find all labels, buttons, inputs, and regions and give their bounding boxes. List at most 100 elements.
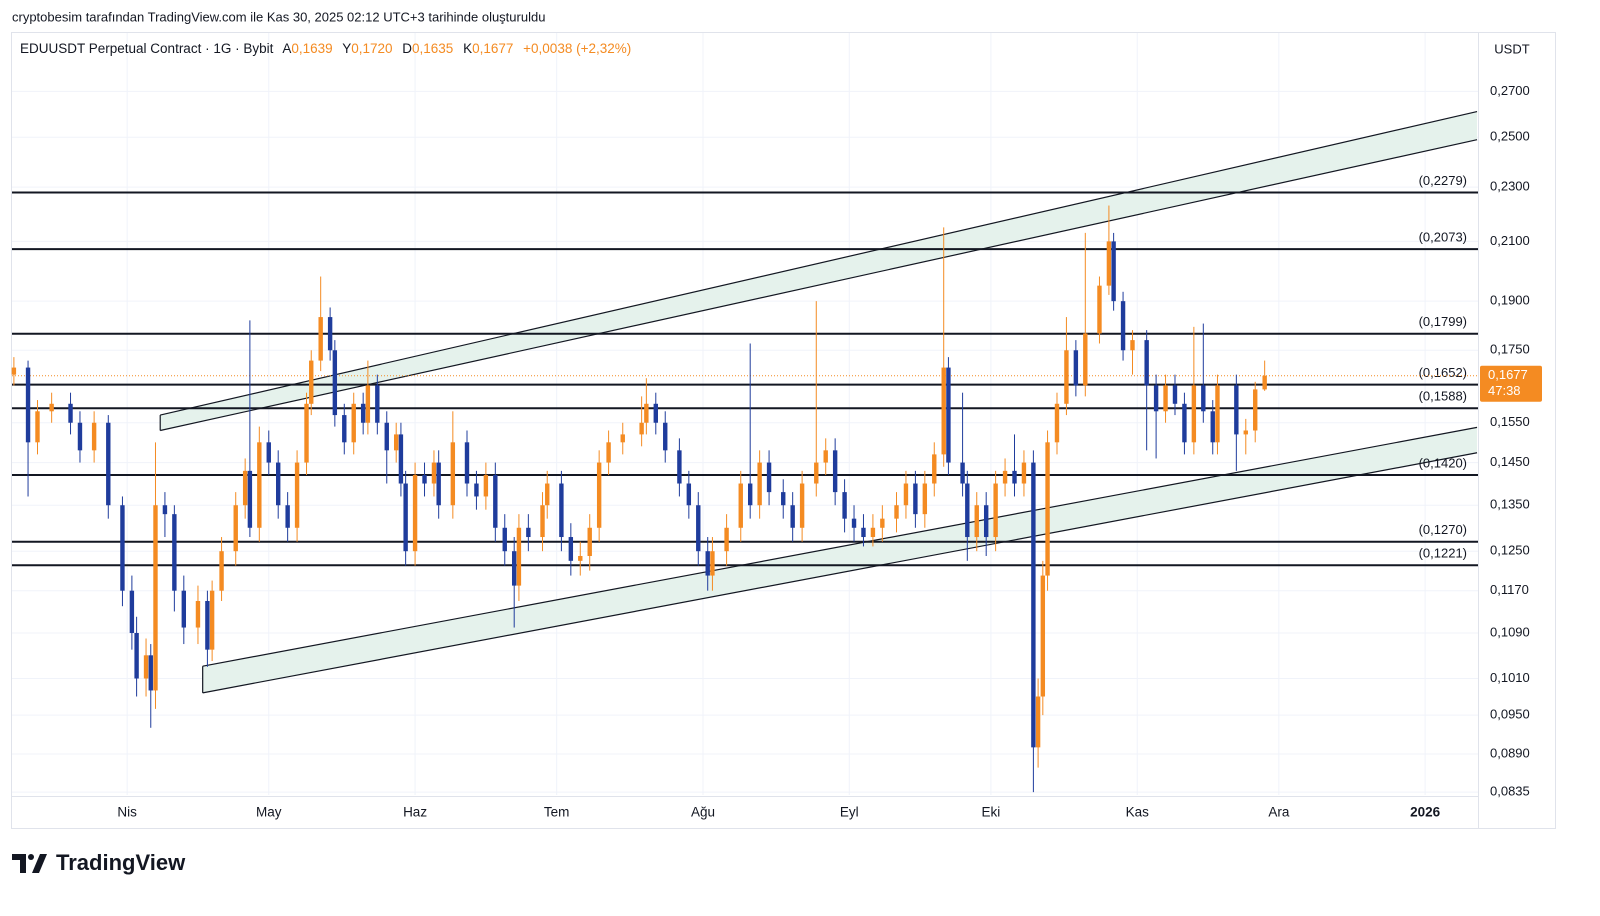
candle-body: [143, 655, 149, 679]
candle-body: [1012, 470, 1017, 484]
candle-body: [483, 475, 489, 497]
ohlc-value: 0,1639: [291, 41, 332, 56]
candle-body: [1243, 430, 1248, 435]
candle-body: [1201, 385, 1206, 412]
brand-logo: TradingView: [12, 850, 186, 875]
x-tick-label: May: [256, 805, 282, 820]
y-tick-label: 0,0950: [1490, 707, 1530, 722]
x-tick-label: Nis: [117, 805, 137, 820]
candle-body: [516, 527, 522, 586]
y-tick-label: 0,1450: [1490, 454, 1530, 469]
change: +0,0038 (+2,32%): [523, 41, 631, 56]
candle-body: [946, 367, 951, 463]
candle-body: [724, 527, 729, 552]
y-tick-label: 0,1250: [1490, 543, 1530, 558]
candle-body: [1106, 241, 1112, 286]
x-tick-label: Kas: [1126, 805, 1150, 820]
channel-line: [160, 139, 1478, 432]
candle-body: [153, 505, 158, 691]
candle-body: [285, 505, 290, 528]
candle-body: [134, 632, 139, 679]
candle-body: [1045, 442, 1050, 576]
y-tick-label: 0,2500: [1490, 129, 1530, 144]
candle-body: [351, 403, 356, 443]
candle-body: [120, 505, 125, 591]
ohlc-value: 0,1677: [472, 41, 513, 56]
candle-body: [172, 514, 177, 591]
candle-body: [309, 360, 314, 404]
axes: 0,2700 0,2500 0,2300 0,2100 0,1900 0,1750 0,15…: [117, 83, 1542, 820]
x-tick-label: Ağu: [691, 805, 715, 820]
candle-body: [247, 470, 253, 528]
candle-body: [403, 483, 408, 552]
channel-fill: [202, 427, 1478, 693]
candle-body: [663, 422, 668, 451]
candle-body: [294, 462, 300, 528]
candle-body: [814, 462, 819, 484]
candle-body: [1054, 403, 1060, 443]
level-label: (0,1588): [1419, 389, 1467, 404]
candle-body: [25, 367, 31, 443]
candle-body: [710, 551, 715, 576]
y-tick-label: 0,2700: [1490, 83, 1530, 98]
y-tick-label: 0,1350: [1490, 497, 1530, 512]
candle-body: [436, 462, 441, 506]
x-tick-label: Eyl: [840, 805, 859, 820]
candle-body: [1163, 385, 1168, 412]
x-tick-label: Haz: [403, 805, 427, 820]
candle-body: [696, 505, 701, 552]
ohlc-key: D: [402, 41, 412, 56]
candle-body: [526, 527, 531, 538]
candle-body: [1031, 462, 1036, 748]
candle-body: [1172, 385, 1178, 404]
logo-mark: [12, 854, 47, 873]
y-tick-label: 0,2300: [1490, 179, 1530, 194]
y-tick-label: 0,1010: [1490, 670, 1530, 685]
candle-body: [49, 403, 54, 412]
candle-body: [1253, 389, 1258, 431]
x-tick-label: 2026: [1410, 805, 1441, 820]
candle-body: [384, 422, 389, 451]
candle-body: [318, 317, 323, 361]
last-price-tag: [1480, 365, 1542, 402]
candle-body: [266, 442, 271, 463]
candle-body: [393, 434, 399, 451]
candle-body: [965, 483, 970, 538]
legend-header: EDUUSDT Perpetual Contract · 1G · Bybit …: [20, 41, 631, 56]
candle-body: [861, 527, 866, 538]
last-price-label: 0,1677: [1488, 367, 1528, 382]
candle-body: [686, 483, 692, 506]
x-tick-label: Eki: [982, 805, 1001, 820]
ohlc-key: Y: [342, 41, 351, 56]
candle-body: [644, 403, 649, 423]
candle-body: [880, 518, 885, 528]
candle-body: [398, 434, 404, 484]
candle-body: [1097, 285, 1102, 334]
y-tick-label: 0,0835: [1490, 784, 1530, 799]
symbol: EDUUSDT Perpetual Contract · 1G · Bybit: [20, 41, 274, 56]
chart-frame: [11, 32, 1556, 829]
candle-body: [181, 590, 187, 628]
candle-body: [540, 505, 545, 538]
ohlc-value: 0,1720: [351, 41, 392, 56]
candle-body: [1130, 340, 1135, 351]
candle-body: [606, 442, 611, 463]
ohlc-key: A: [282, 41, 291, 56]
candle-body: [790, 505, 795, 528]
candle-body: [1064, 350, 1069, 404]
candle-body: [77, 422, 83, 451]
levels: (0,2279) (0,2073) (0,1799) (0,1652) (0,1588)…: [12, 173, 1478, 567]
y-tick-label: 0,1750: [1490, 342, 1530, 357]
candle-body: [11, 367, 17, 375]
candle-body: [209, 590, 215, 650]
candle-body: [705, 551, 710, 576]
y-tick-label: 0,1550: [1490, 414, 1530, 429]
level-label: (0,2073): [1419, 230, 1467, 245]
candle-body: [511, 551, 517, 586]
channels: [159, 110, 1478, 694]
currency: USDT: [1494, 41, 1529, 56]
level-label: (0,1420): [1419, 455, 1467, 470]
candle-body: [941, 367, 946, 455]
level-label: (0,2279): [1419, 173, 1467, 188]
